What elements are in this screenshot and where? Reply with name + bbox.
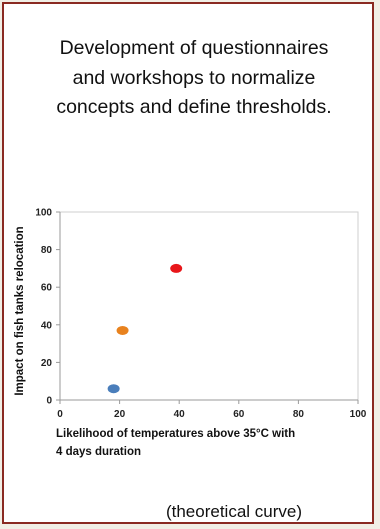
chart-axes: 0 20 40 60 80 100 0 20 40 60 80 100 <box>35 208 366 421</box>
y-tick-label: 60 <box>41 283 53 294</box>
x-tick-label: 20 <box>114 409 126 420</box>
x-axis-label-line-1: Likelihood of temperatures above 35°C wi… <box>56 428 295 440</box>
y-axis-label: Impact on fish tanks relocation <box>14 226 26 395</box>
chart-caption: (theoretical curve) <box>165 502 303 521</box>
data-point <box>116 325 129 335</box>
x-axis-label-line-2: 4 days duration <box>56 446 141 458</box>
y-tick-label: 40 <box>41 320 53 331</box>
x-tick-label: 40 <box>174 409 186 420</box>
x-tick-label: 60 <box>233 409 245 420</box>
data-point <box>107 384 120 394</box>
plot-area <box>59 211 359 401</box>
y-tick-label: 0 <box>46 396 52 407</box>
data-point <box>170 263 183 273</box>
x-tick-label: 0 <box>57 409 63 420</box>
slide-title: Development of questionnaires and worksh… <box>56 37 332 118</box>
y-tick-label: 80 <box>41 245 53 256</box>
y-tick-label: 20 <box>41 358 53 369</box>
y-tick-label: 100 <box>35 208 52 219</box>
x-tick-label: 100 <box>350 409 367 420</box>
chart-points <box>107 263 183 394</box>
x-tick-label: 80 <box>293 409 305 420</box>
